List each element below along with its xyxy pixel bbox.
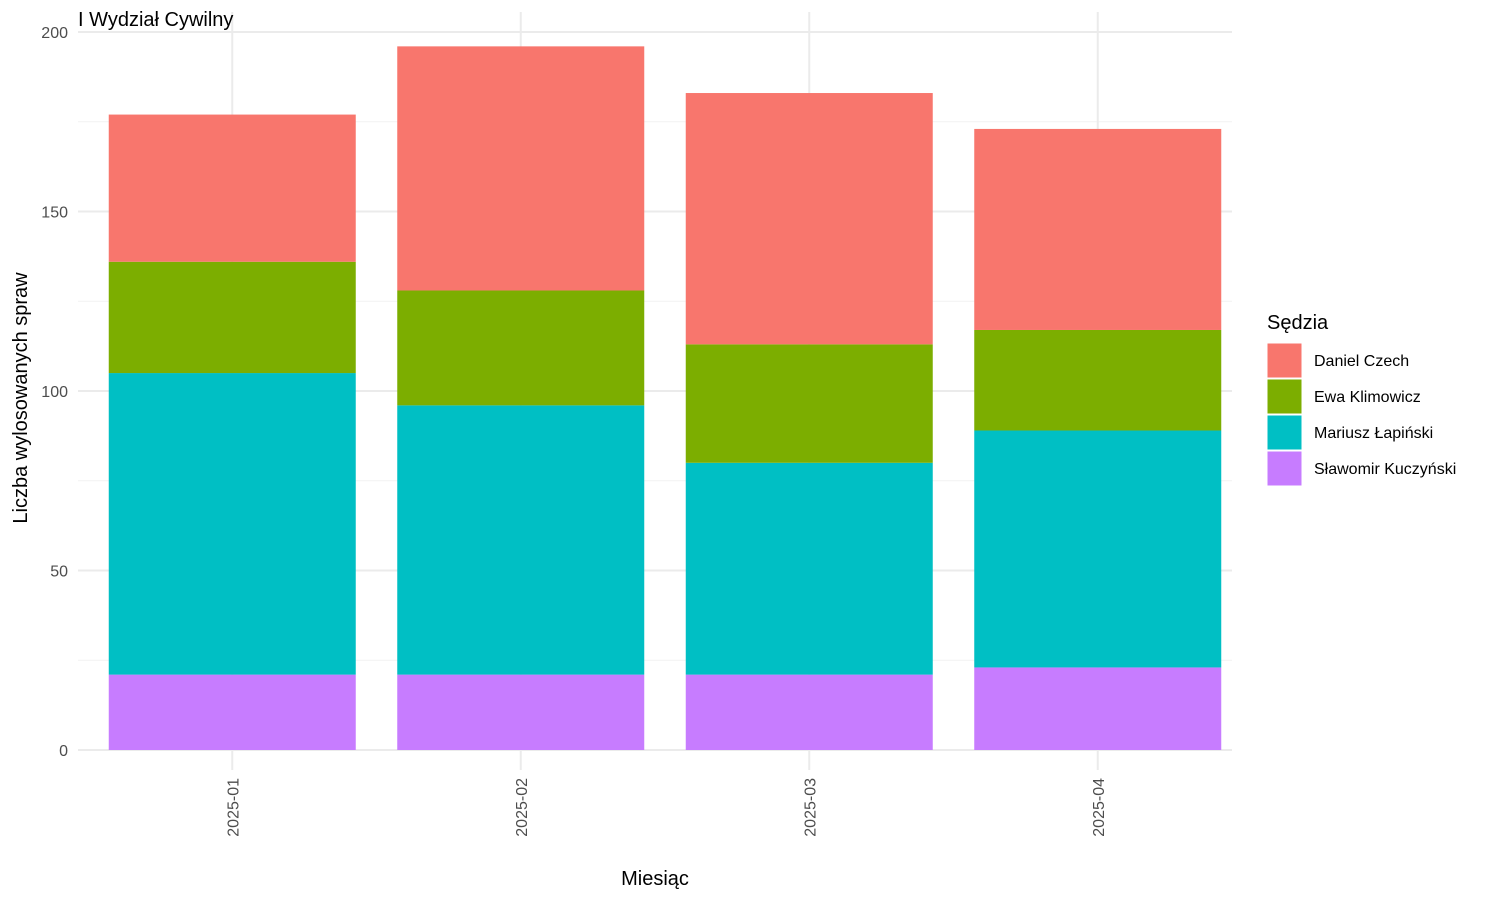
bar-segment bbox=[685, 93, 933, 345]
bars bbox=[108, 46, 1222, 750]
legend-title: Sędzia bbox=[1267, 312, 1329, 334]
bar-segment bbox=[397, 405, 645, 675]
legend-key bbox=[1266, 414, 1303, 451]
x-axis-title: Miesiąc bbox=[621, 868, 689, 890]
bar-segment bbox=[974, 128, 1222, 330]
legend: Sędzia Daniel Czech Ewa Klimowicz Mariusz … bbox=[1266, 312, 1456, 487]
bar-segment bbox=[108, 373, 356, 675]
legend-label: Daniel Czech bbox=[1314, 353, 1409, 370]
bar-segment bbox=[397, 674, 645, 750]
bar-segment bbox=[685, 344, 933, 463]
y-tick-label: 100 bbox=[41, 384, 68, 401]
bar-segment bbox=[974, 329, 1222, 431]
bar-segment bbox=[108, 261, 356, 374]
bar-segment bbox=[108, 114, 356, 262]
bar-segment bbox=[974, 430, 1222, 668]
legend-key bbox=[1266, 450, 1303, 487]
x-tick-label: 2025-02 bbox=[514, 778, 531, 837]
y-axis-title: Liczba wylosowanych spraw bbox=[10, 272, 32, 524]
chart-title: I Wydział Cywilny bbox=[78, 9, 233, 31]
legend-key bbox=[1266, 378, 1303, 415]
legend-key bbox=[1266, 342, 1303, 379]
y-tick-label: 150 bbox=[41, 205, 68, 222]
y-tick-label: 200 bbox=[41, 25, 68, 42]
bar-segment bbox=[685, 674, 933, 750]
bar-segment bbox=[685, 462, 933, 675]
legend-label: Sławomir Kuczyński bbox=[1314, 461, 1456, 478]
x-tick-label: 2025-01 bbox=[225, 778, 242, 837]
y-tick-label: 50 bbox=[50, 564, 68, 581]
x-tick-label: 2025-03 bbox=[802, 778, 819, 837]
legend-label: Mariusz Łapiński bbox=[1314, 425, 1433, 442]
x-tick-label: 2025-04 bbox=[1091, 778, 1108, 837]
bar-segment bbox=[397, 46, 645, 291]
bar-segment bbox=[974, 667, 1222, 750]
legend-label: Ewa Klimowicz bbox=[1314, 389, 1421, 406]
bar-segment bbox=[397, 290, 645, 406]
y-tick-label: 0 bbox=[59, 743, 68, 760]
y-axis-ticks: 0 50 100 150 200 bbox=[41, 25, 68, 760]
x-axis-ticks: 2025-01 2025-02 2025-03 2025-04 bbox=[225, 778, 1108, 837]
bar-segment bbox=[108, 674, 356, 750]
